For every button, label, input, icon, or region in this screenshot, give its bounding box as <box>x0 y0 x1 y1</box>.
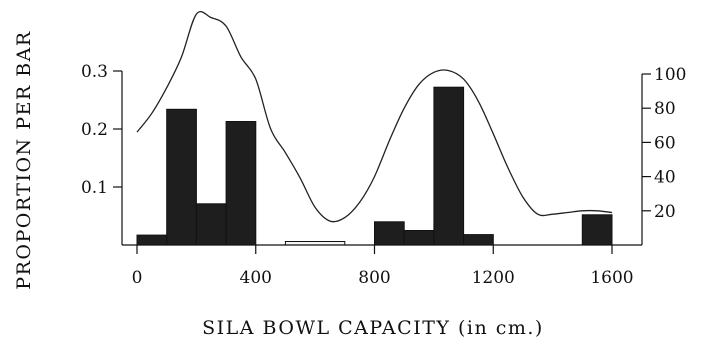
density-curve <box>136 10 613 223</box>
tick-labels: 0 400 800 1200 1600 0.1 0.2 0.3 20 40 60 80 100 <box>81 62 687 288</box>
y2-tick-label-60: 60 <box>654 133 676 153</box>
bar-1 <box>166 108 197 246</box>
bar-9 <box>581 214 613 246</box>
bar-2 <box>195 203 227 246</box>
x-tick-label-1200: 1200 <box>472 268 515 288</box>
x-tick-label-0: 0 <box>132 268 143 288</box>
x-tick-label-800: 800 <box>358 268 390 288</box>
bar-6 <box>403 230 435 246</box>
y-tick-label-0.1: 0.1 <box>81 178 108 198</box>
y2-tick-label-80: 80 <box>654 99 676 119</box>
bar-5 <box>374 221 405 246</box>
bar-0 <box>136 234 168 246</box>
y-tick-label-0.3: 0.3 <box>81 62 108 82</box>
density-curve-layer <box>136 10 613 223</box>
y2-tick-label-20: 20 <box>654 202 676 222</box>
x-tick-label-1600: 1600 <box>590 268 633 288</box>
x-axis-label: SILA BOWL CAPACITY (in cm.) <box>202 317 544 339</box>
bar-3 <box>225 121 257 246</box>
axes <box>113 70 651 254</box>
bar-7 <box>433 86 465 246</box>
bar-8 <box>463 234 494 246</box>
y-tick-label-0.2: 0.2 <box>81 120 108 140</box>
y2-tick-label-40: 40 <box>654 168 676 188</box>
y2-tick-label-100: 100 <box>654 65 686 85</box>
bars <box>136 86 613 246</box>
x-tick-label-400: 400 <box>240 268 272 288</box>
y-axis-label: PROPORTION PER BAR <box>13 30 35 289</box>
